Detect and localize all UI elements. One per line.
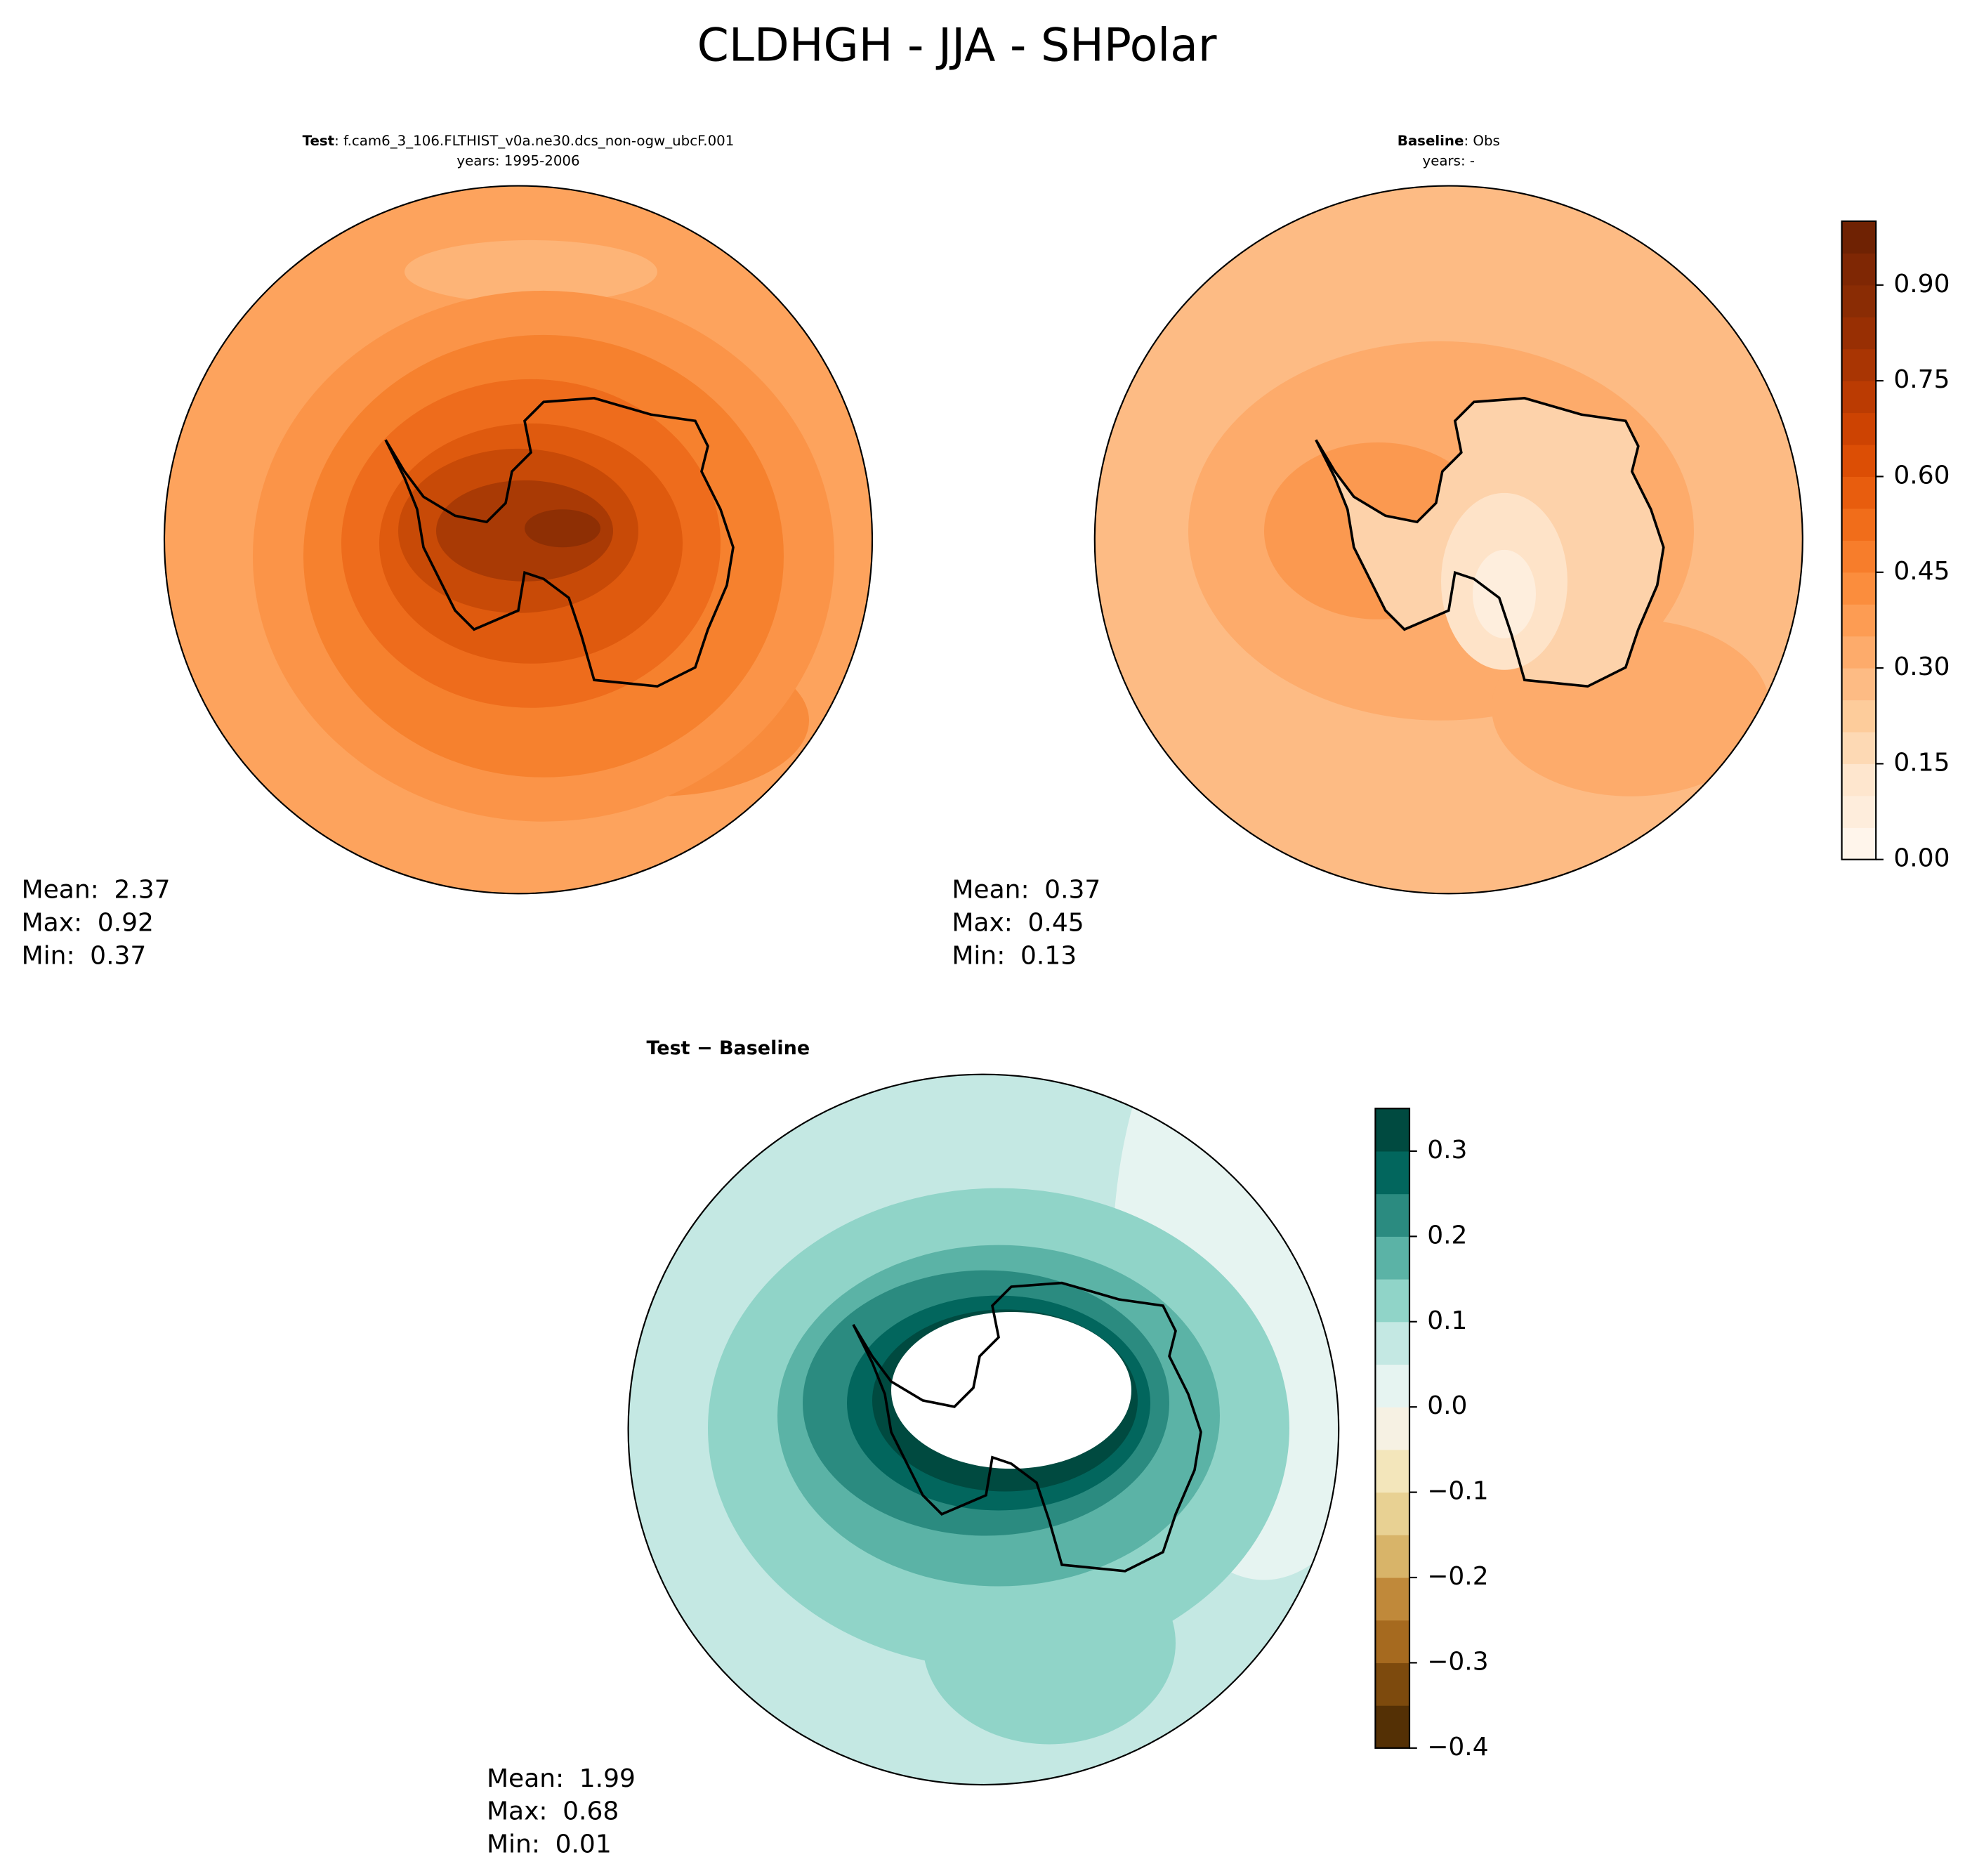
colorbar-tick-label: 0.00: [1893, 844, 1950, 873]
colorbar-tick-label: −0.1: [1427, 1477, 1488, 1506]
stat: Max: 0.68: [487, 1797, 619, 1826]
colorbar-band: [1841, 540, 1876, 573]
colorbar-band: [1375, 1150, 1409, 1195]
stat: Mean: 0.37: [952, 876, 1100, 905]
colorbar-band: [1375, 1279, 1409, 1323]
colorbar-tick-label: 0.90: [1893, 270, 1950, 299]
colorbar-band: [1375, 1620, 1409, 1663]
colorbar-band: [1841, 253, 1876, 286]
colorbar-band: [1375, 1407, 1409, 1450]
panel-title: Test: f.cam6_3_106.FLTHIST_v0a.ne30.dcs_…: [303, 133, 735, 149]
panel-label: Baseline: [1398, 133, 1464, 149]
colorbar-band: [1841, 412, 1876, 445]
colorbar-band: [1375, 1193, 1409, 1237]
colorbar-frame: [1374, 1108, 1411, 1749]
stat-value: 0.13: [1020, 941, 1077, 970]
colorbar-band: [1841, 381, 1876, 414]
stat: Min: 0.37: [22, 941, 147, 970]
stat-label: Min:: [952, 941, 1005, 970]
stat-value: 0.01: [556, 1830, 612, 1858]
map-baseline: [1094, 185, 1803, 894]
colorbar-tick-label: −0.3: [1427, 1647, 1488, 1676]
stat: Min: 0.01: [487, 1830, 612, 1858]
stat-value: 2.37: [114, 876, 170, 905]
colorbar-band: [1841, 731, 1876, 764]
colorbar-band: [1841, 284, 1876, 317]
colorbar-band: [1841, 668, 1876, 701]
colorbar-tick-label: −0.2: [1427, 1562, 1488, 1591]
stat-label: Mean:: [952, 876, 1029, 905]
colorbar-band: [1841, 636, 1876, 669]
colorbar-band: [1375, 1705, 1409, 1749]
colorbar-band: [1841, 700, 1876, 733]
panel-case: : Obs: [1464, 133, 1499, 149]
panel-years: years: -: [1423, 153, 1475, 169]
colorbar-band: [1375, 1321, 1409, 1365]
colorbar-tick-label: 0.0: [1427, 1391, 1467, 1420]
colorbar-band: [1841, 795, 1876, 828]
colorbar-band: [1375, 1108, 1409, 1152]
colorbar-tick-label: 0.3: [1427, 1136, 1467, 1165]
stat: Max: 0.92: [22, 909, 154, 938]
stat-value: 0.37: [90, 941, 146, 970]
colorbar-band: [1841, 827, 1876, 860]
colorbar-band: [1841, 221, 1876, 254]
stat-value: 0.92: [98, 909, 154, 938]
figure-title: CLDHGH - JJA - SHPolar: [697, 19, 1217, 72]
stat-label: Mean:: [487, 1764, 564, 1793]
colorbar-band: [1375, 1662, 1409, 1706]
colorbar-band: [1375, 1492, 1409, 1535]
map-border: [1093, 185, 1803, 895]
stat-label: Max:: [487, 1797, 548, 1826]
colorbar-band: [1841, 508, 1876, 541]
panel-case: : f.cam6_3_106.FLTHIST_v0a.ne30.dcs_non-…: [334, 133, 734, 149]
colorbar-band: [1375, 1236, 1409, 1280]
stat-value: 0.68: [563, 1797, 619, 1826]
colorbar-band: [1841, 317, 1876, 350]
stat: Max: 0.45: [952, 909, 1084, 938]
stat-label: Min:: [22, 941, 75, 970]
colorbar-frame: [1841, 220, 1877, 860]
colorbar-band: [1841, 763, 1876, 796]
map-border: [627, 1073, 1340, 1786]
colorbar-band: [1841, 604, 1876, 637]
colorbar-band: [1841, 445, 1876, 477]
colorbar-tick-label: 0.45: [1893, 557, 1950, 586]
panel-title: Baseline: Obs: [1398, 133, 1500, 149]
map-difference: [628, 1074, 1339, 1785]
map-test: [164, 185, 872, 894]
colorbar-band: [1375, 1535, 1409, 1578]
colorbar-band: [1841, 476, 1876, 509]
stat: Mean: 1.99: [487, 1764, 636, 1793]
colorbar-band: [1841, 348, 1876, 381]
colorbar-band: [1375, 1577, 1409, 1621]
stat-label: Min:: [487, 1830, 540, 1858]
stat: Min: 0.13: [952, 941, 1077, 970]
stat-label: Mean:: [22, 876, 99, 905]
colorbar-tick-label: 0.30: [1893, 652, 1950, 681]
panel-years: years: 1995-2006: [456, 153, 579, 169]
colorbar-tick-label: 0.15: [1893, 748, 1950, 777]
colorbar-tick-label: 0.75: [1893, 365, 1950, 394]
stat-label: Max:: [952, 909, 1013, 938]
stat-label: Max:: [22, 909, 83, 938]
colorbar-band: [1841, 572, 1876, 605]
colorbar-tick-label: −0.4: [1427, 1733, 1488, 1762]
colorbar-band: [1375, 1364, 1409, 1408]
stat-value: 0.37: [1044, 876, 1100, 905]
map-border: [163, 185, 874, 895]
stat: Mean: 2.37: [22, 876, 171, 905]
colorbar-tick-label: 0.60: [1893, 461, 1950, 490]
colorbar-tick-label: 0.2: [1427, 1221, 1467, 1249]
panel-title: Test − Baseline: [646, 1037, 810, 1059]
colorbar-band: [1375, 1449, 1409, 1493]
stat-value: 1.99: [579, 1764, 636, 1793]
colorbar-tick-label: 0.1: [1427, 1306, 1467, 1335]
panel-label: Test: [303, 133, 335, 149]
stat-value: 0.45: [1028, 909, 1084, 938]
